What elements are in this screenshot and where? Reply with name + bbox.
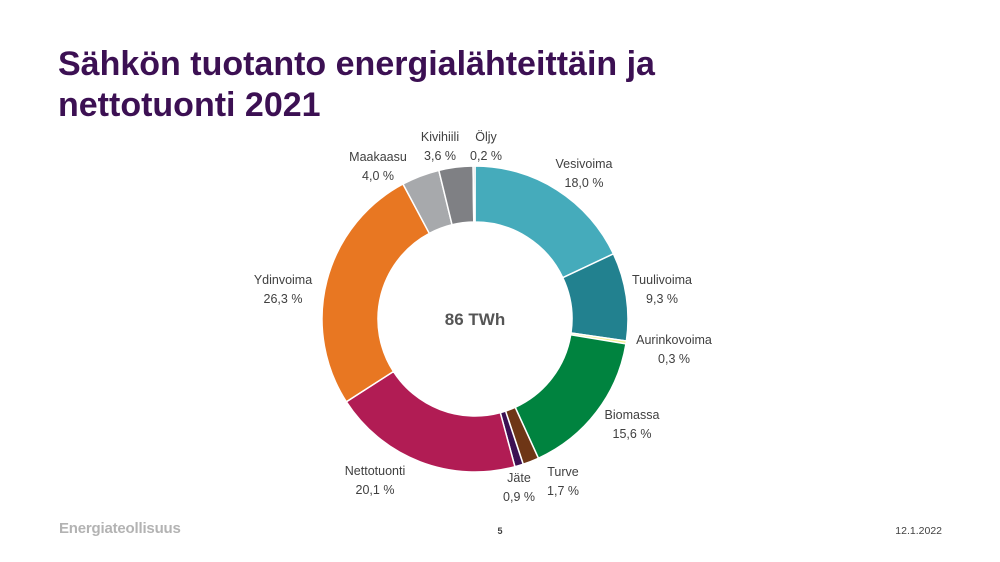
donut-slices <box>321 165 629 473</box>
slice-value-label: 0,3 % <box>658 352 690 366</box>
slice-name-label: Ydinvoima <box>254 273 312 287</box>
page-number: 5 <box>497 526 503 536</box>
center-total-label: 86 TWh <box>445 310 505 329</box>
slice-name-label: Turve <box>547 465 579 479</box>
slice-value-label: 0,2 % <box>470 149 502 163</box>
slice-value-label: 26,3 % <box>264 292 303 306</box>
slice-name-label: Biomassa <box>605 408 660 422</box>
slice-value-label: 15,6 % <box>613 427 652 441</box>
slide-title: Sähkön tuotanto energialähteittäin ja ne… <box>58 44 858 126</box>
slice-name-label: Vesivoima <box>556 157 613 171</box>
slide-date: 12.1.2022 <box>895 525 942 537</box>
slice-name-label: Jäte <box>507 471 531 485</box>
slice-name-label: Aurinkovoima <box>636 333 712 347</box>
slice-value-label: 0,9 % <box>503 490 535 504</box>
slice-value-label: 20,1 % <box>356 483 395 497</box>
slice-nettotuonti <box>345 370 516 473</box>
slice-value-label: 4,0 % <box>362 169 394 183</box>
slice-name-label: Öljy <box>475 130 497 144</box>
slice-name-label: Kivihiili <box>421 130 459 144</box>
slice-biomassa <box>514 333 627 460</box>
slice-value-label: 18,0 % <box>565 176 604 190</box>
slice-name-label: Tuulivoima <box>632 273 692 287</box>
slice-ydinvoima <box>321 182 431 403</box>
title-line-2: nettotuonti 2021 <box>58 86 321 124</box>
slice-value-label: 1,7 % <box>547 484 579 498</box>
slice-labels: Vesivoima 18,0 % Tuulivoima 9,3 % Aurinkovoi… <box>254 130 712 504</box>
energiateollisuus-logo: Energiateollisuus <box>59 520 181 537</box>
slice-öljy <box>472 165 476 223</box>
title-line-1: Sähkön tuotanto energialähteittäin ja <box>58 45 655 83</box>
slice-value-label: 9,3 % <box>646 292 678 306</box>
slice-name-label: Maakaasu <box>349 150 407 164</box>
slice-name-label: Nettotuonti <box>345 464 405 478</box>
slice-value-label: 3,6 % <box>424 149 456 163</box>
